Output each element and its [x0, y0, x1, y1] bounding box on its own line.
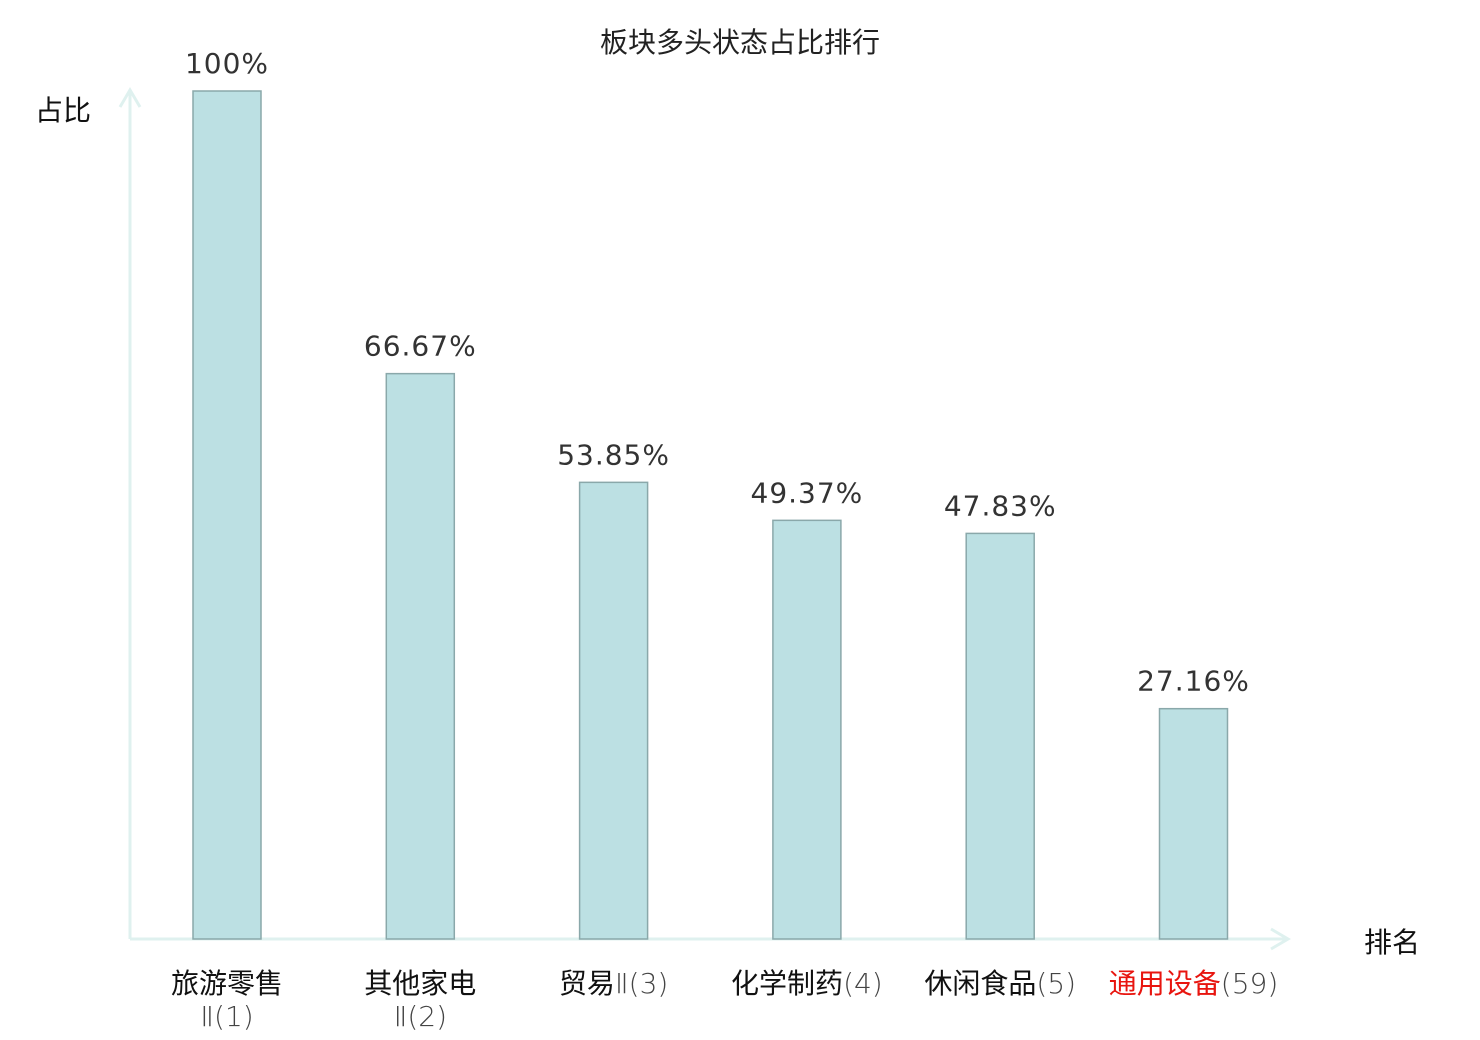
bar — [772, 519, 842, 940]
category-rank: (59) — [1221, 967, 1278, 1000]
category-rank: Ⅱ(2) — [394, 1000, 447, 1033]
category-rank: (4) — [843, 967, 883, 1000]
category-label: 休闲食品(5) — [924, 967, 1076, 1000]
chart-title: 板块多头状态占比排行 — [600, 26, 880, 59]
bar — [1158, 707, 1229, 940]
category-label: 旅游零售 — [171, 967, 283, 1000]
bar-value-label: 66.67% — [364, 330, 477, 363]
axes — [118, 87, 1291, 951]
category-name: 贸易 — [559, 967, 615, 1000]
bar-value-label: 27.16% — [1137, 665, 1250, 698]
category-label: 其他家电 — [364, 967, 476, 1000]
x-axis-arrow-icon — [1270, 927, 1291, 951]
category-label: 通用设备(59) — [1109, 967, 1279, 1000]
bar — [192, 90, 262, 940]
bar-value-label: 47.83% — [944, 489, 1057, 522]
value-labels: 100% 66.67% 53.85% 49.37% 47.83% 27.16% — [185, 47, 1250, 698]
category-name: 化学制药 — [731, 967, 843, 1000]
y-axis-label: 占比 — [35, 94, 91, 127]
bar-value-label: 100% — [185, 47, 269, 80]
category-label: 化学制药(4) — [731, 967, 883, 1000]
category-label: 贸易Ⅱ(3) — [559, 967, 668, 1000]
bar — [578, 481, 649, 940]
x-axis-label: 排名 — [1364, 926, 1420, 959]
bars — [192, 90, 1229, 940]
category-rank: Ⅱ(1) — [200, 1000, 253, 1033]
category-name: 休闲食品 — [924, 967, 1036, 1000]
y-axis-arrow-icon — [118, 87, 142, 108]
category-rank: Ⅱ(3) — [615, 967, 668, 1000]
category-name: 通用设备 — [1109, 967, 1221, 1000]
bar-value-label: 53.85% — [557, 438, 670, 471]
bar — [965, 532, 1035, 940]
bar-value-label: 49.37% — [751, 476, 864, 509]
bar — [385, 372, 456, 940]
category-rank: (5) — [1036, 967, 1076, 1000]
